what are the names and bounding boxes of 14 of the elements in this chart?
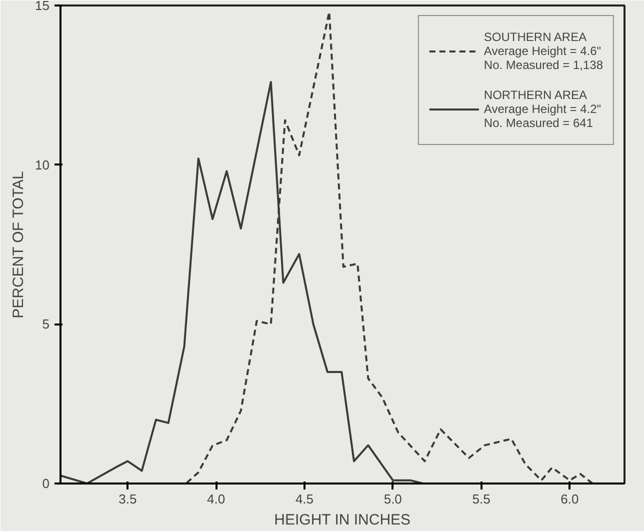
- y-tick-label: 5: [42, 316, 50, 332]
- x-tick-label: 4.0: [207, 492, 226, 506]
- x-tick-label: 6.0: [560, 492, 579, 506]
- x-tick-label: 3.5: [118, 492, 137, 506]
- y-tick-label: 10: [35, 157, 50, 172]
- legend-label: SOUTHERN AREA Average Height = 4.6" No. Measured = 1,138: [484, 29, 603, 74]
- y-tick-label: 15: [35, 0, 50, 13]
- y-axis-title: PERCENT OF TOTAL: [10, 171, 28, 318]
- x-tick-label: 5.0: [384, 492, 402, 506]
- y-tick-label: 0: [42, 476, 50, 491]
- x-axis-title: HEIGHT IN INCHES: [274, 512, 411, 528]
- x-tick-label: 4.5: [295, 492, 314, 506]
- legend-label: NORTHERN AREA Average Height = 4.2" No. Measured = 641: [484, 87, 602, 132]
- x-tick-label: 5.5: [472, 492, 490, 506]
